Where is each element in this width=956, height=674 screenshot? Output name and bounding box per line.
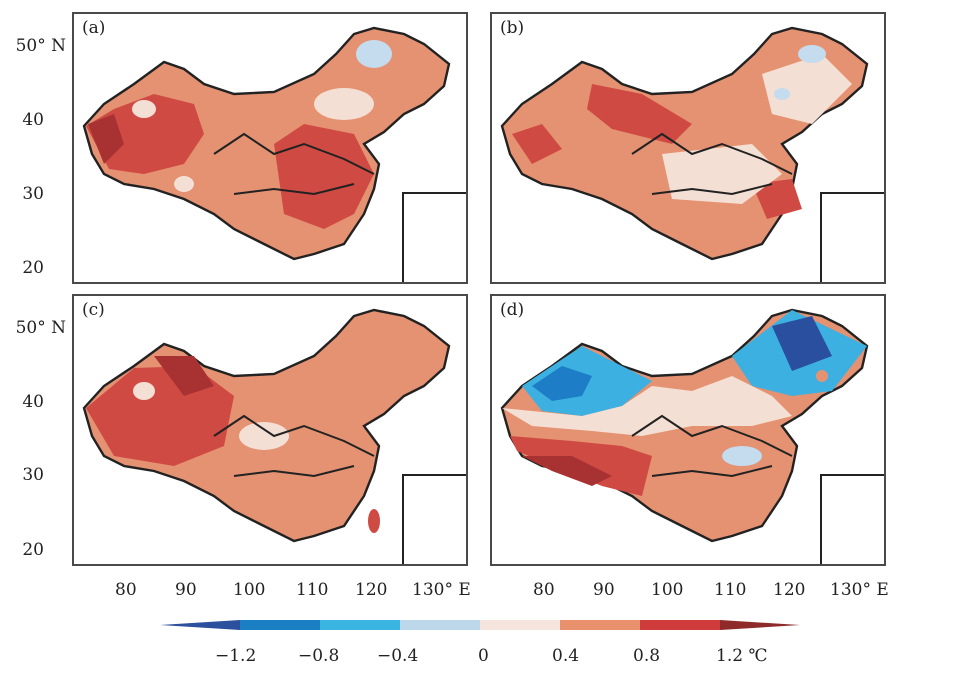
- lon-label-80-left: 80: [115, 580, 137, 600]
- lon-label-110-left: 110: [296, 580, 329, 600]
- colorbar-segments: [160, 620, 800, 630]
- colorbar-tick-0-4: 0.4: [552, 646, 580, 666]
- colorbar-tick-0-8: 0.8: [633, 646, 661, 666]
- south-china-sea-inset-d: [820, 474, 884, 564]
- colorbar-segment: [640, 620, 720, 630]
- panel-label-c: (c): [82, 300, 105, 320]
- lat-label-30-top: 30: [22, 184, 44, 204]
- colorbar-tick-neg0-4: −0.4: [377, 646, 419, 666]
- panel-label-d: (d): [500, 300, 525, 320]
- colorbar-tick-1-2-celsius: 1.2 ℃: [716, 646, 768, 666]
- lon-label-130e-right: 130° E: [830, 580, 889, 600]
- china-map-c: [82, 308, 451, 543]
- lon-label-130e-left: 130° E: [412, 580, 471, 600]
- map-panel-a: (a): [72, 12, 468, 284]
- colorbar-segment: [480, 620, 560, 630]
- lon-label-90-left: 90: [175, 580, 197, 600]
- map-panel-b: (b): [490, 12, 886, 284]
- map-panel-d: (d): [490, 294, 886, 566]
- colorbar-segment: [400, 620, 480, 630]
- panel-label-a: (a): [82, 18, 106, 38]
- lat-label-40-top: 40: [22, 110, 44, 130]
- colorbar-tick-neg1-2: −1.2: [215, 646, 257, 666]
- colorbar-segment: [560, 620, 640, 630]
- colorbar-segment: [720, 620, 800, 630]
- lat-label-50n-bottom: 50° N: [15, 318, 66, 338]
- colorbar: [160, 620, 800, 630]
- colorbar-tick-0: 0: [478, 646, 489, 666]
- colorbar-segment: [240, 620, 320, 630]
- china-map-d: [500, 308, 869, 543]
- south-china-sea-inset-a: [402, 192, 466, 282]
- lat-label-20-bottom: 20: [22, 540, 44, 560]
- panel-label-b: (b): [500, 18, 525, 38]
- lat-label-40-bottom: 40: [22, 392, 44, 412]
- lat-label-20-top: 20: [22, 258, 44, 278]
- lon-label-100-left: 100: [233, 580, 266, 600]
- colorbar-segment: [320, 620, 400, 630]
- colorbar-segment: [160, 620, 240, 630]
- colorbar-tick-neg0-8: −0.8: [298, 646, 340, 666]
- lon-label-90-right: 90: [593, 580, 615, 600]
- lon-label-120-left: 120: [355, 580, 388, 600]
- lon-label-80-right: 80: [533, 580, 555, 600]
- lon-label-120-right: 120: [773, 580, 806, 600]
- lat-label-50n-top: 50° N: [15, 36, 66, 56]
- china-map-a: [82, 26, 451, 261]
- map-panel-c: (c): [72, 294, 468, 566]
- lon-label-100-right: 100: [651, 580, 684, 600]
- lon-label-110-right: 110: [714, 580, 747, 600]
- south-china-sea-inset-c: [402, 474, 466, 564]
- lat-label-30-bottom: 30: [22, 465, 44, 485]
- china-map-b: [500, 26, 869, 261]
- south-china-sea-inset-b: [820, 192, 884, 282]
